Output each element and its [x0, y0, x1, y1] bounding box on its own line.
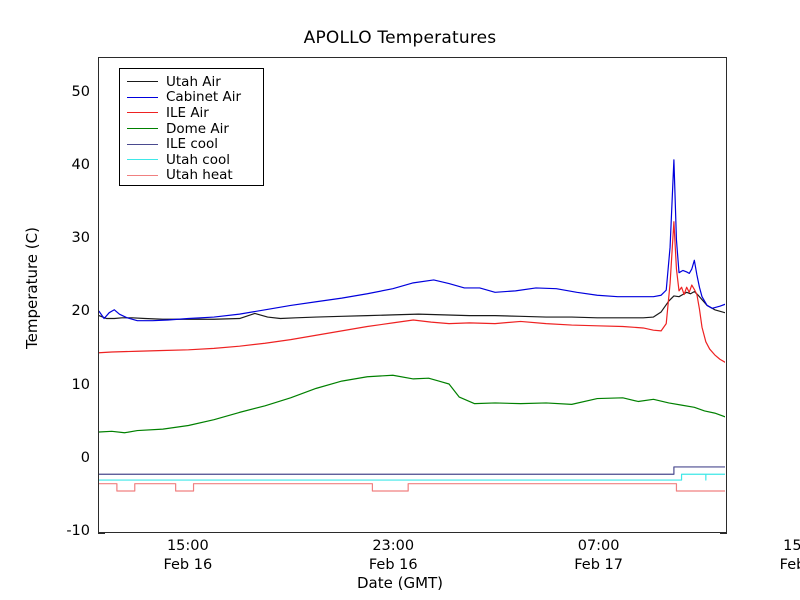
- legend-item-cabinet-air[interactable]: Cabinet Air: [120, 89, 263, 106]
- series-line-dome-air: [99, 374, 725, 434]
- legend-label: ILE cool: [166, 136, 219, 153]
- chart-legend: Utah Air Cabinet Air ILE Air Dome Air ILE co…: [119, 68, 264, 186]
- legend-item-ile-air[interactable]: ILE Air: [120, 105, 263, 121]
- series-line-cabinet-air: [99, 159, 725, 322]
- y-tick-label: 0: [80, 449, 90, 466]
- x-tick-label: 23:00 Feb 16: [338, 537, 448, 575]
- y-tick-labels: -10 0 10 20 30 40 50: [40, 0, 90, 600]
- y-tick-label: 40: [71, 156, 90, 173]
- x-tick-time: 15:00: [783, 538, 800, 554]
- x-tick-time: 23:00: [372, 538, 415, 554]
- series-line-ile-cool: [99, 466, 725, 475]
- y-tick-label: -10: [66, 523, 90, 539]
- x-tick-date: Feb 17: [779, 557, 800, 573]
- x-tick-date: Feb 16: [163, 557, 213, 573]
- y-tick-label: 30: [71, 230, 90, 247]
- y-tick-label: 10: [71, 376, 90, 393]
- legend-item-ile-cool[interactable]: ILE cool: [120, 136, 263, 152]
- series-line-utah-cool: [99, 473, 725, 481]
- chart-title: APOLLO Temperatures: [303, 28, 497, 48]
- series-line-utah-air: [99, 290, 725, 320]
- legend-line-swatch: [127, 143, 158, 145]
- y-tick-mark: [720, 533, 727, 534]
- x-tick-time: 07:00: [577, 538, 620, 554]
- legend-item-utah-heat[interactable]: Utah heat: [120, 167, 263, 184]
- x-tick-label: 07:00 Feb 17: [544, 537, 654, 575]
- legend-item-dome-air[interactable]: Dome Air: [120, 121, 263, 137]
- legend-line-swatch: [127, 96, 158, 98]
- x-tick-date: Feb 17: [574, 557, 623, 573]
- series-canvas: [99, 159, 725, 492]
- legend-line-swatch: [127, 128, 158, 130]
- series-line-utah-heat: [99, 483, 725, 492]
- x-tick-label: 15:00 Feb 17: [749, 537, 800, 575]
- series-line-ile-air: [99, 221, 725, 364]
- x-tick-time: 15:00: [166, 538, 209, 554]
- x-tick-date: Feb 16: [368, 557, 418, 573]
- legend-label: Dome Air: [166, 120, 229, 137]
- legend-label: ILE Air: [166, 104, 209, 121]
- legend-label: Cabinet Air: [166, 89, 242, 106]
- legend-label: Utah Air: [166, 73, 221, 90]
- y-axis-title: Temperature (C): [23, 227, 41, 349]
- legend-line-swatch: [127, 174, 158, 176]
- y-tick-mark: [98, 533, 105, 534]
- y-tick-label: 50: [71, 83, 90, 100]
- y-tick-label: 20: [71, 303, 90, 320]
- legend-line-swatch: [127, 159, 158, 161]
- x-axis-title: Date (GMT): [356, 574, 444, 592]
- legend-label: Utah heat: [166, 167, 233, 184]
- legend-item-utah-air[interactable]: Utah Air: [120, 74, 263, 90]
- legend-line-swatch: [127, 81, 158, 83]
- x-tick-label: 15:00 Feb 16: [133, 537, 243, 575]
- legend-line-swatch: [127, 112, 158, 114]
- legend-item-utah-cool[interactable]: Utah cool: [120, 152, 263, 168]
- legend-label: Utah cool: [166, 151, 230, 168]
